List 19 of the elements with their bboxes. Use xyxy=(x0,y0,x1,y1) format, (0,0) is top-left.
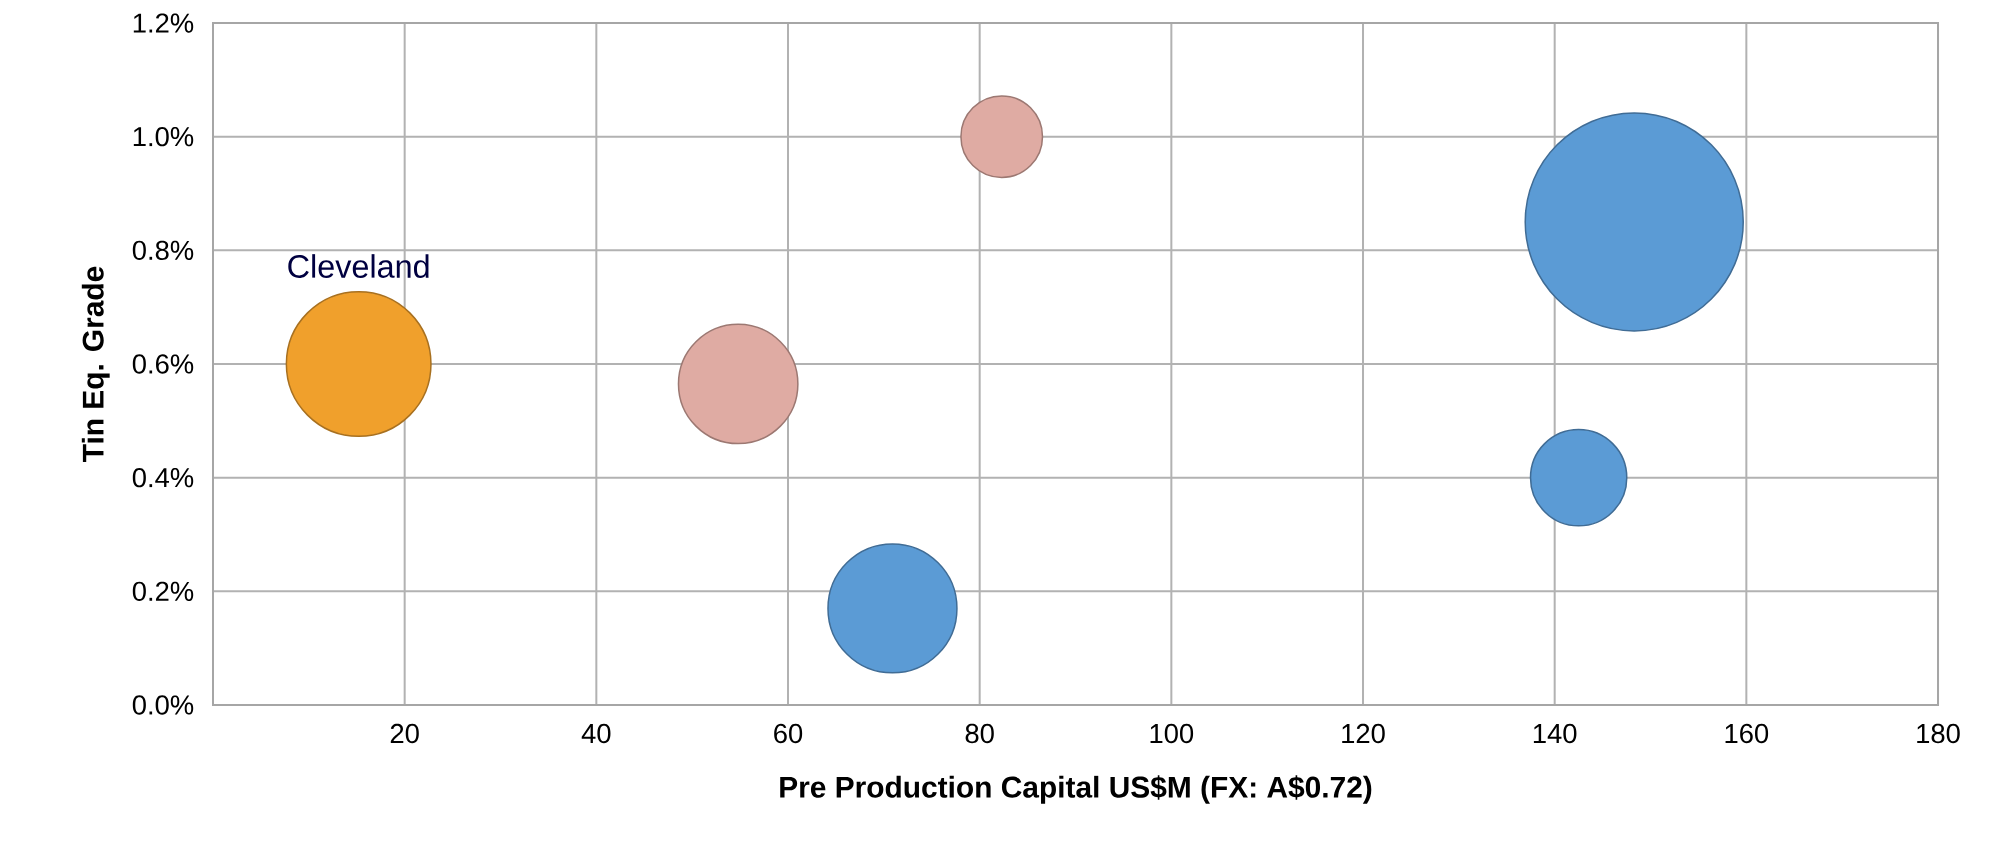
x-axis-title: Pre Production Capital US$M (FX: A$0.72) xyxy=(780,775,1372,804)
x-tick-label: 100 xyxy=(1150,723,1194,744)
x-tick-label: 140 xyxy=(1533,723,1577,744)
y-tick-label: 0.8% xyxy=(132,240,194,261)
x-tick-label: 80 xyxy=(965,723,994,744)
x-tick-label: 60 xyxy=(774,723,803,744)
y-tick-label: 1.0% xyxy=(133,126,194,147)
y-tick-label: 0.4% xyxy=(132,468,194,488)
y-axis-title: Tin Eq. Grade xyxy=(81,266,110,462)
y-tick-label: 0.2% xyxy=(132,581,194,602)
y-tick-label: 1.2% xyxy=(133,13,194,33)
x-tick-label: 160 xyxy=(1725,723,1769,744)
y-tick-label: 0.6% xyxy=(132,354,194,374)
x-tick-label: 180 xyxy=(1917,723,1960,744)
x-tick-label: 20 xyxy=(390,723,419,744)
x-tick-label: 40 xyxy=(581,723,611,744)
x-tick-label: 120 xyxy=(1342,723,1385,744)
annotation: Cleveland xyxy=(288,254,429,278)
y-tick-label: 0.0% xyxy=(132,695,194,715)
